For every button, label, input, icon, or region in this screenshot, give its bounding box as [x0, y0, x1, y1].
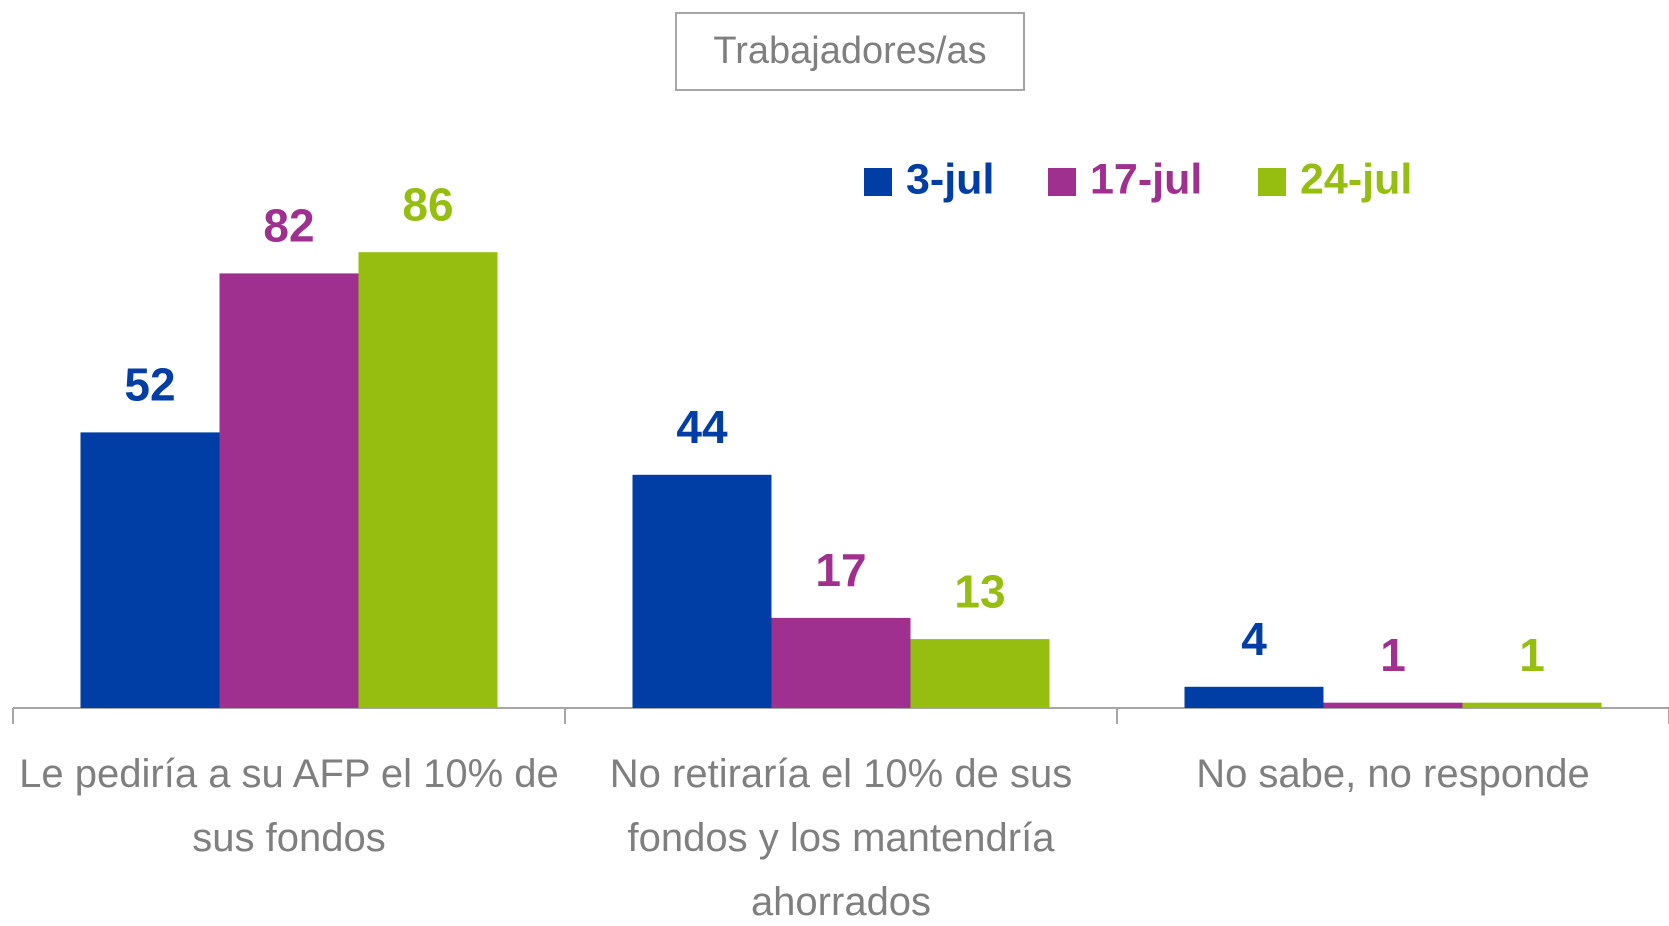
bar — [358, 252, 498, 708]
bar — [1323, 702, 1463, 708]
bar — [1184, 686, 1324, 708]
bar — [80, 432, 220, 708]
data-label: 1 — [1380, 629, 1406, 681]
data-label: 86 — [402, 178, 453, 230]
bar — [219, 273, 359, 708]
bar — [1462, 702, 1602, 708]
x-tick-label: No retiraría el 10% de sus fondos y los … — [609, 752, 1073, 924]
x-tick-label: Le pediría a su AFP el 10% de sus fondos — [19, 752, 559, 860]
legend-swatch — [1258, 168, 1286, 196]
bar — [910, 639, 1050, 708]
legend-label: 17-jul — [1090, 155, 1202, 203]
data-label: 82 — [263, 200, 314, 252]
data-label: 4 — [1241, 613, 1267, 665]
data-label: 17 — [815, 544, 866, 596]
legend-label: 24-jul — [1300, 155, 1412, 203]
legend-swatch — [864, 168, 892, 196]
bar — [771, 617, 911, 708]
chart-title: Trabajadores/as — [713, 30, 986, 72]
data-label: 44 — [676, 401, 728, 453]
legend-label: 3-jul — [906, 155, 994, 203]
bar — [632, 474, 772, 708]
data-label: 1 — [1519, 629, 1545, 681]
legend-swatch — [1048, 168, 1076, 196]
data-label: 13 — [954, 565, 1005, 617]
x-tick-label: No sabe, no responde — [1196, 752, 1590, 796]
title-box — [675, 12, 1025, 91]
data-label: 52 — [124, 359, 175, 411]
